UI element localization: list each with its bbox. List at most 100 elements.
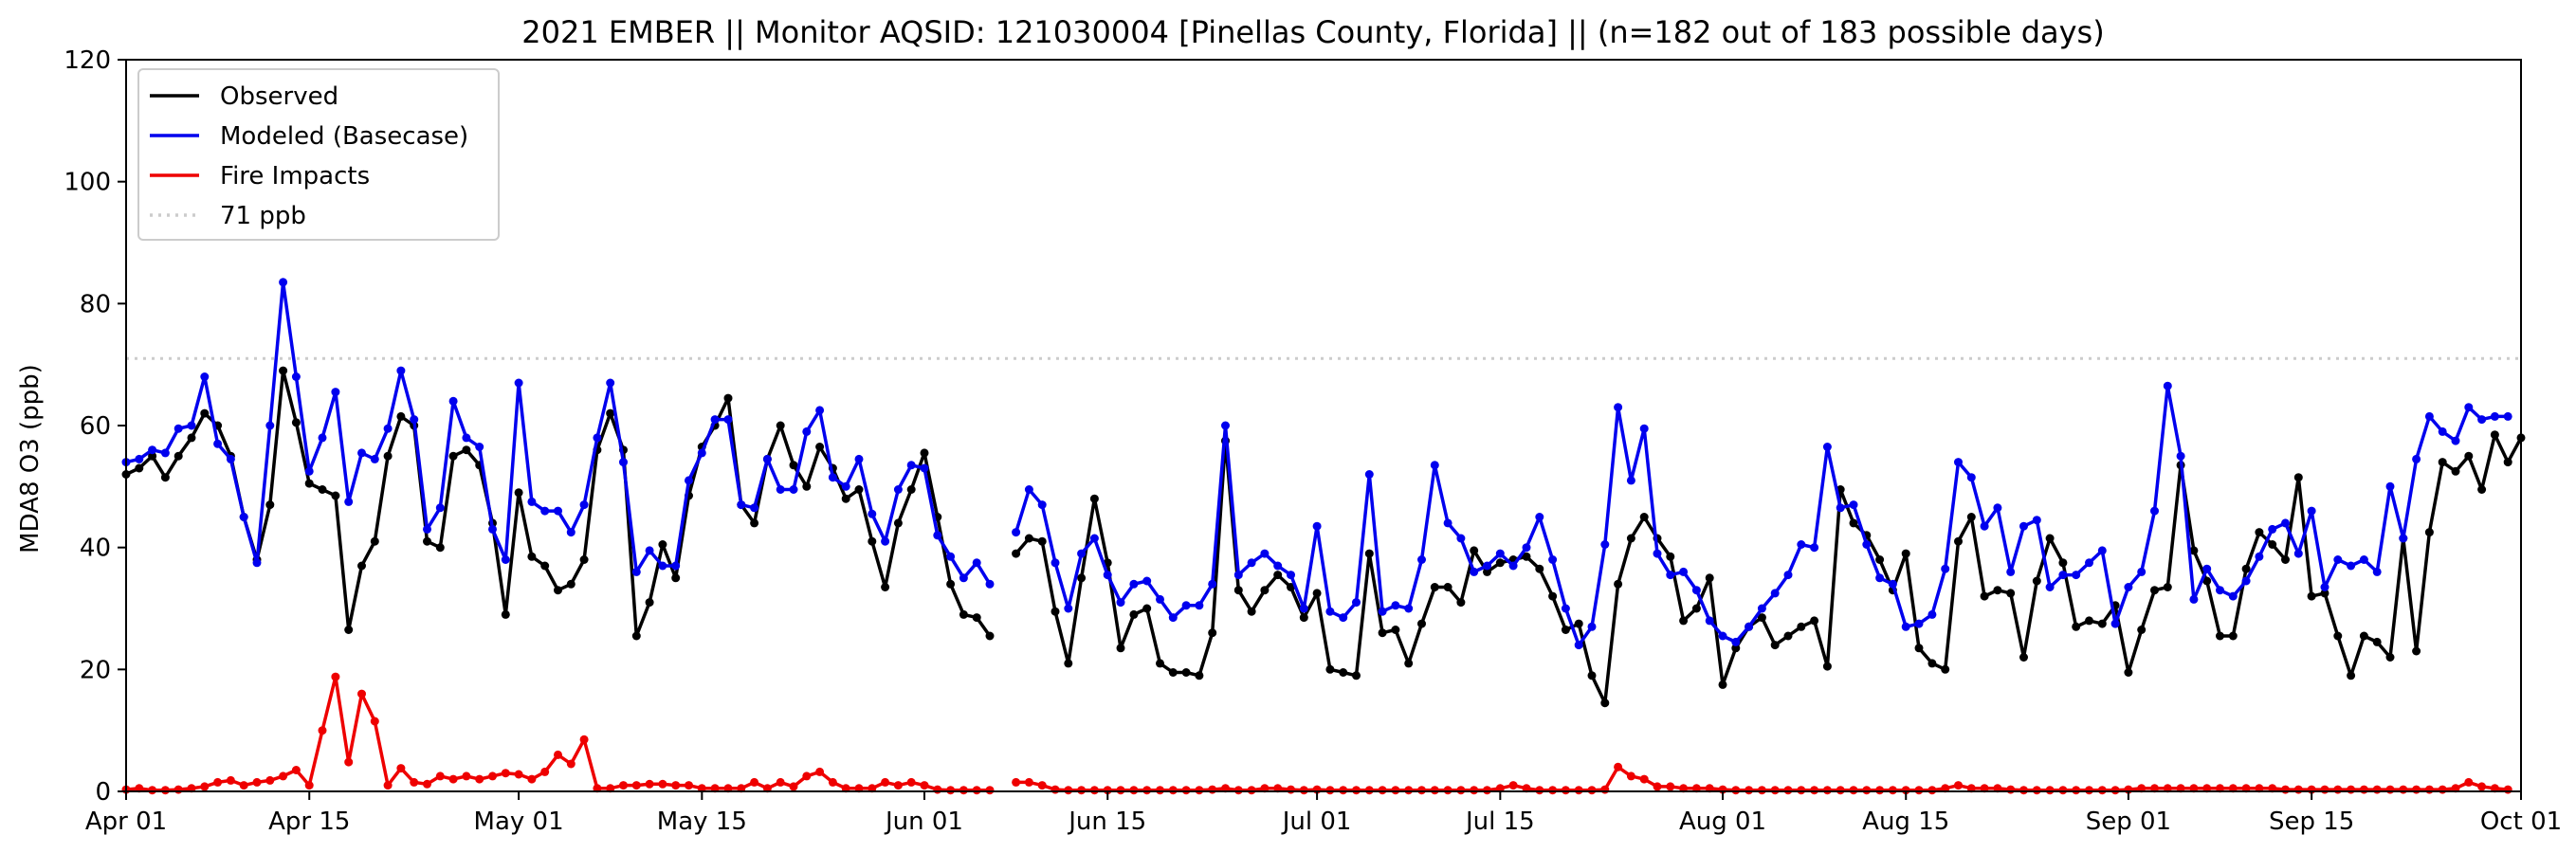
y-tick-label: 60 (80, 412, 111, 441)
data-point (1731, 786, 1741, 795)
data-point (1495, 558, 1505, 568)
x-tick-label: Apr 15 (268, 808, 350, 836)
data-point (1941, 564, 1950, 573)
data-point (1168, 613, 1178, 623)
data-point (906, 461, 916, 470)
data-point (972, 558, 981, 568)
data-point (645, 598, 654, 608)
data-point (1993, 503, 2002, 513)
data-point (1653, 549, 1662, 558)
data-point (1208, 785, 1217, 794)
data-point (1574, 641, 1583, 650)
series-0 (121, 366, 2526, 708)
data-point (1757, 786, 1766, 795)
data-point (828, 473, 837, 482)
data-point (2216, 631, 2224, 641)
data-point (1888, 786, 1897, 795)
data-point (2490, 430, 2499, 440)
data-point (723, 393, 733, 403)
data-point (435, 771, 445, 781)
data-point (1430, 786, 1439, 795)
data-point (1024, 485, 1033, 494)
data-point (213, 439, 223, 448)
data-point (1666, 552, 1675, 561)
data-point (1614, 579, 1623, 589)
data-point (854, 454, 864, 463)
data-point (881, 777, 890, 787)
data-point (2058, 786, 2068, 795)
data-point (1587, 786, 1597, 795)
data-point (2110, 786, 2120, 795)
data-point (2072, 571, 2081, 580)
data-point (1614, 762, 1623, 771)
data-point (671, 573, 681, 583)
data-point (448, 396, 458, 406)
data-point (239, 513, 248, 521)
data-point (881, 536, 890, 546)
data-point (435, 543, 445, 553)
data-point (2032, 516, 2041, 525)
data-point (2216, 586, 2224, 595)
data-point (841, 494, 850, 503)
data-point (1339, 786, 1348, 795)
data-point (2228, 631, 2238, 641)
x-tick-label: May 01 (474, 808, 564, 836)
data-point (501, 609, 510, 619)
data-point (2202, 564, 2212, 573)
data-point (1745, 786, 1754, 795)
data-point (2333, 631, 2343, 641)
data-point (1142, 786, 1152, 795)
data-point (1626, 771, 1635, 781)
data-point (2097, 619, 2107, 628)
data-point (1195, 786, 1204, 795)
data-point (920, 463, 929, 473)
data-point (2281, 785, 2290, 794)
y-tick-label: 100 (64, 169, 111, 197)
data-point (279, 278, 288, 287)
data-point (514, 770, 523, 779)
data-point (2228, 591, 2238, 601)
data-point (1404, 786, 1414, 795)
data-point (959, 609, 968, 619)
data-point (318, 433, 327, 443)
data-point (1273, 571, 1283, 580)
data-point (1470, 786, 1479, 795)
y-tick-label: 0 (95, 778, 111, 807)
data-point (396, 764, 406, 773)
data-point (985, 631, 995, 641)
data-point (1417, 619, 1426, 628)
data-point (318, 485, 327, 494)
data-point (1287, 571, 1295, 580)
data-point (1862, 540, 1872, 549)
data-point (1679, 567, 1689, 576)
legend: Observed Modeled (Basecase) Fire Impacts 71… (137, 68, 500, 241)
data-point (148, 451, 157, 461)
data-point (2372, 637, 2382, 646)
data-point (2477, 782, 2487, 791)
data-point (1181, 668, 1191, 677)
data-point (2424, 411, 2434, 421)
legend-box (137, 68, 500, 241)
y-axis-label: MDA8 O3 (ppb) (16, 364, 45, 554)
data-point (1954, 781, 1963, 790)
data-point (2058, 558, 2068, 568)
data-point (2372, 785, 2382, 794)
data-point (1797, 622, 1806, 631)
y-tick-label: 20 (80, 656, 111, 684)
data-point (501, 555, 510, 564)
data-point (906, 777, 916, 787)
data-point (1089, 534, 1099, 543)
data-point (1233, 571, 1243, 580)
data-point (1954, 536, 1963, 546)
data-point (1483, 561, 1491, 571)
x-tick-label: Jun 01 (884, 808, 963, 836)
data-point (566, 579, 575, 589)
data-point (1783, 786, 1793, 795)
data-point (1508, 561, 1518, 571)
data-point (1195, 601, 1204, 610)
data-point (1561, 604, 1570, 613)
data-point (1404, 604, 1414, 613)
data-point (1443, 518, 1452, 528)
data-point (1548, 555, 1558, 564)
